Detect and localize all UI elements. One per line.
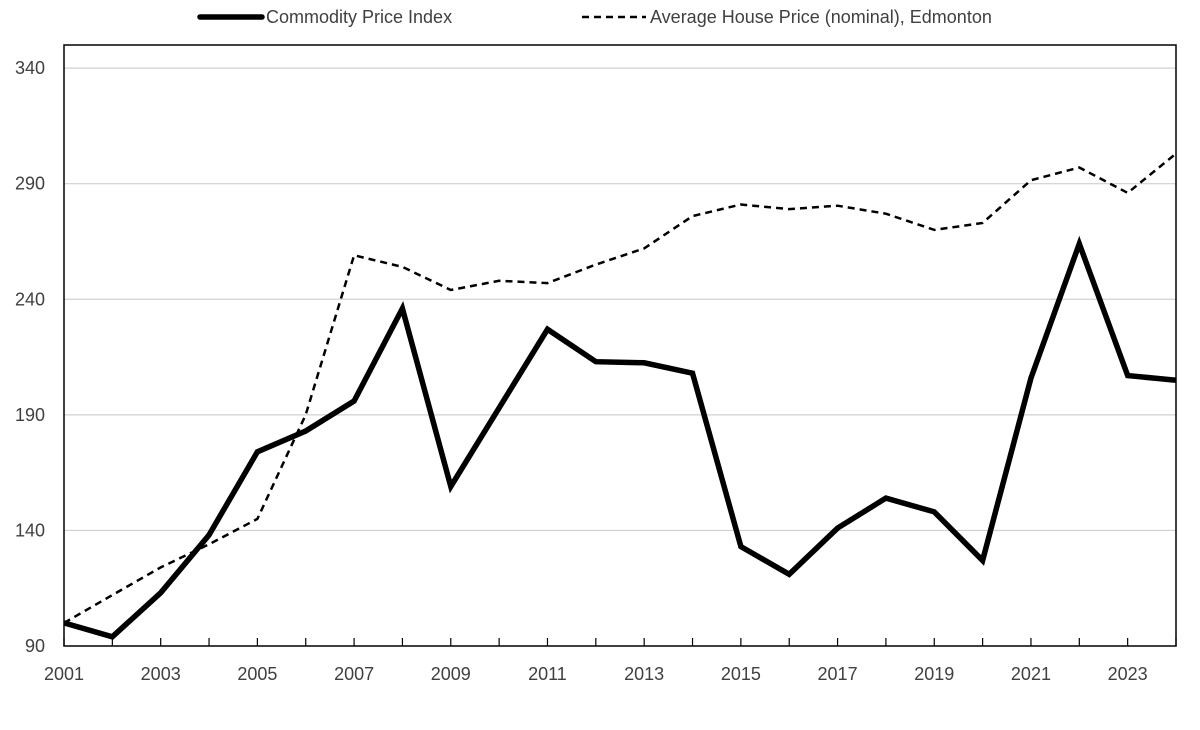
x-tick-label: 2007 bbox=[334, 664, 374, 684]
series-lines bbox=[63, 152, 1177, 640]
legend-label-average-house-price: Average House Price (nominal), Edmonton bbox=[650, 7, 992, 27]
x-tick-label: 2011 bbox=[528, 664, 567, 684]
x-tick-label: 2013 bbox=[624, 664, 664, 684]
y-tick-label: 290 bbox=[15, 174, 45, 194]
series-line-average-house-price bbox=[63, 152, 1177, 624]
x-tick-label: 2003 bbox=[141, 664, 181, 684]
x-tick-label: 2019 bbox=[914, 664, 954, 684]
x-tick-label: 2015 bbox=[721, 664, 761, 684]
x-axis-tick-labels: 2001 2003 2005 2007 2009 2011 2013 2015 2017 2019… bbox=[44, 638, 1177, 684]
x-tick-label: 2001 bbox=[44, 664, 84, 684]
x-tick-label: 2005 bbox=[237, 664, 277, 684]
y-axis-tick-labels: 90 140 190 240 290 340 bbox=[15, 58, 45, 656]
x-tick-label: 2009 bbox=[431, 664, 471, 684]
y-tick-label: 340 bbox=[15, 58, 45, 78]
x-tick-label: 2021 bbox=[1011, 664, 1051, 684]
y-tick-label: 140 bbox=[15, 520, 45, 540]
legend-label-commodity-price-index: Commodity Price Index bbox=[266, 7, 452, 27]
y-tick-label: 240 bbox=[15, 289, 45, 309]
x-tick-label: 2023 bbox=[1108, 664, 1148, 684]
series-line-commodity-price-index bbox=[63, 235, 1177, 640]
legend: Commodity Price Index Average House Pric… bbox=[197, 7, 992, 27]
x-tick-label: 2017 bbox=[818, 664, 858, 684]
plot-area-frame bbox=[63, 44, 1177, 647]
y-tick-label: 190 bbox=[15, 405, 45, 425]
y-tick-label: 90 bbox=[25, 636, 45, 656]
